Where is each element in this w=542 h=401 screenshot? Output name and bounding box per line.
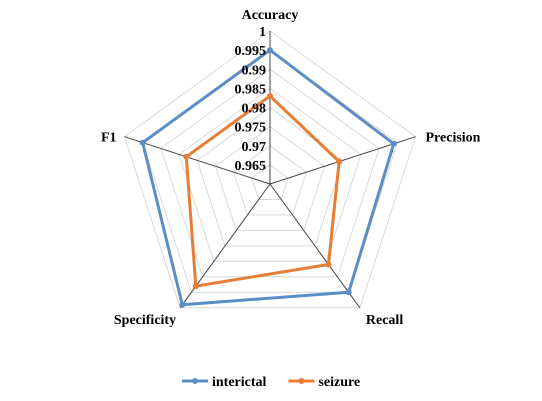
- legend-marker-interictal: [192, 378, 198, 384]
- tick-label: 0.995: [235, 44, 267, 59]
- point-interictal-specificity: [179, 301, 186, 308]
- axis-label-f1: F1: [101, 131, 117, 146]
- axis-label-accuracy: Accuracy: [242, 8, 299, 23]
- axis-label-precision: Precision: [426, 131, 481, 146]
- point-interictal-f1: [139, 139, 146, 146]
- tick-label: 0.98: [242, 102, 267, 117]
- axis-labels: Accuracy Precision Recall Specificity F1: [101, 8, 481, 328]
- point-seizure-f1: [183, 153, 190, 160]
- point-seizure-recall: [325, 261, 332, 268]
- legend-label-seizure: seizure: [318, 375, 360, 390]
- point-seizure-specificity: [192, 283, 199, 290]
- grid-ring: [123, 30, 417, 309]
- grid-ring: [214, 125, 326, 231]
- tick-label: 1: [259, 25, 266, 40]
- axis-label-specificity: Specificity: [114, 313, 176, 328]
- point-seizure-accuracy: [267, 93, 273, 99]
- grid-ring: [233, 145, 307, 216]
- tick-label: 0.975: [235, 121, 267, 136]
- point-interictal-recall: [345, 289, 352, 296]
- spoke-f1: [124, 136, 271, 185]
- legend-marker-seizure: [298, 378, 305, 384]
- axis-label-recall: Recall: [366, 313, 403, 328]
- tick-label: 0.965: [235, 159, 267, 174]
- tick-label: 0.985: [235, 82, 267, 97]
- legend-label-interictal: interictal: [212, 375, 267, 390]
- grid-ring: [160, 68, 380, 278]
- series-line-seizure: [184, 94, 341, 288]
- series-line-interictal: [141, 48, 396, 307]
- point-interictal-accuracy: [267, 47, 273, 54]
- grid-ring: [178, 87, 362, 262]
- spoke-recall: [269, 183, 361, 309]
- point-interictal-precision: [390, 140, 397, 147]
- point-seizure-precision: [336, 158, 343, 165]
- tick-label: 0.99: [242, 63, 267, 78]
- radar-series: [139, 47, 397, 308]
- grid-ring: [251, 164, 289, 200]
- legend: interictal seizure: [182, 375, 360, 390]
- radial-tick-labels: 0.965 0.97 0.975 0.98 0.985 0.99 0.995 1: [235, 25, 267, 174]
- tick-label: 0.97: [242, 140, 267, 155]
